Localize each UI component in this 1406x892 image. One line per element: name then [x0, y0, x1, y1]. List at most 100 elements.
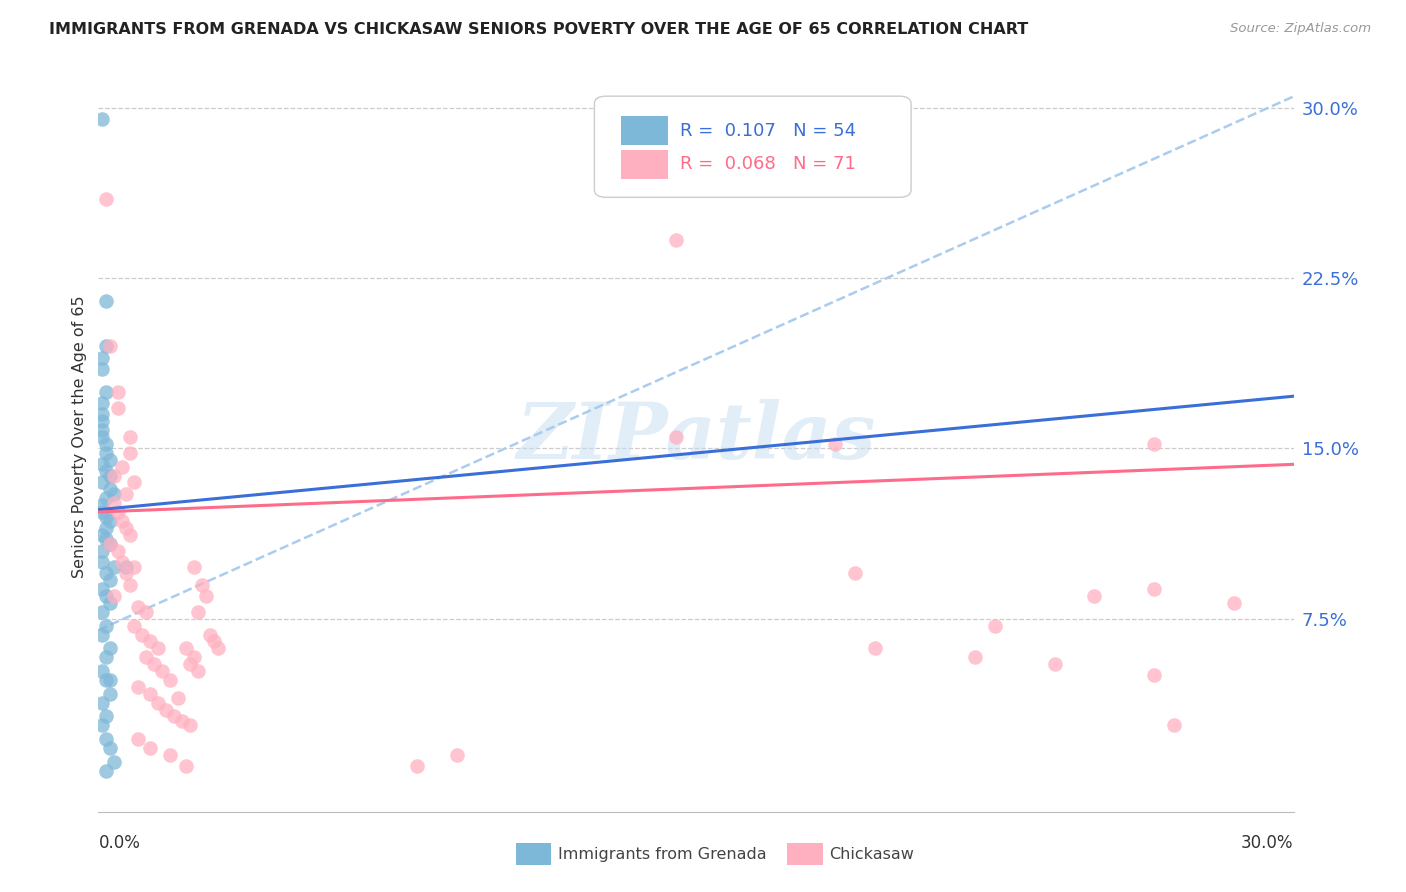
Point	[107, 543, 129, 558]
Point	[91, 423, 114, 437]
Point	[179, 718, 201, 732]
Point	[155, 702, 177, 716]
Point	[111, 555, 134, 569]
Point	[107, 384, 129, 399]
Point	[127, 600, 149, 615]
Point	[1143, 582, 1166, 597]
Point	[103, 468, 125, 483]
Text: R =  0.068   N = 71: R = 0.068 N = 71	[681, 155, 856, 173]
Point	[1143, 668, 1166, 682]
Point	[91, 498, 114, 512]
Point	[191, 577, 214, 591]
Point	[91, 718, 114, 732]
Point	[120, 527, 142, 541]
Point	[824, 437, 846, 451]
Point	[107, 505, 129, 519]
Text: IMMIGRANTS FROM GRENADA VS CHICKASAW SENIORS POVERTY OVER THE AGE OF 65 CORRELAT: IMMIGRANTS FROM GRENADA VS CHICKASAW SEN…	[49, 22, 1028, 37]
Point	[98, 641, 122, 656]
Point	[135, 650, 157, 665]
Point	[665, 233, 688, 247]
Point	[91, 527, 114, 541]
Point	[963, 650, 986, 665]
Point	[91, 408, 114, 422]
Point	[183, 650, 205, 665]
Point	[91, 362, 114, 376]
Point	[96, 509, 118, 524]
Point	[103, 755, 125, 769]
Point	[96, 491, 118, 506]
Point	[96, 192, 118, 206]
Point	[120, 430, 142, 444]
Point	[96, 521, 118, 535]
Point	[98, 596, 122, 610]
Text: Chickasaw: Chickasaw	[830, 847, 914, 862]
Point	[96, 673, 118, 687]
Bar	[620, 150, 668, 178]
Y-axis label: Seniors Poverty Over the Age of 65: Seniors Poverty Over the Age of 65	[72, 296, 87, 578]
Point	[143, 657, 166, 672]
Point	[98, 687, 122, 701]
Point	[96, 533, 118, 547]
Point	[91, 414, 114, 428]
Point	[91, 458, 114, 472]
Point	[172, 714, 194, 728]
Point	[96, 732, 118, 747]
Point	[198, 627, 221, 641]
Text: 0.0%: 0.0%	[98, 834, 141, 853]
Point	[115, 559, 138, 574]
Point	[96, 464, 118, 478]
Point	[124, 618, 146, 632]
Point	[1043, 657, 1066, 672]
Point	[179, 657, 201, 672]
Point	[96, 384, 118, 399]
Point	[139, 741, 162, 756]
Point	[91, 396, 114, 410]
Point	[91, 555, 114, 569]
Point	[91, 505, 114, 519]
Point	[98, 483, 122, 497]
Point	[124, 559, 146, 574]
Point	[148, 696, 170, 710]
Point	[844, 566, 866, 581]
Point	[135, 605, 157, 619]
Point	[163, 709, 186, 723]
Point	[159, 747, 181, 762]
Point	[91, 696, 114, 710]
Point	[120, 446, 142, 460]
Point	[91, 430, 114, 444]
Point	[127, 680, 149, 694]
Point	[96, 293, 118, 308]
Point	[96, 764, 118, 778]
Point	[115, 487, 138, 501]
Point	[665, 430, 688, 444]
Point	[98, 537, 122, 551]
Point	[120, 577, 142, 591]
Point	[865, 641, 887, 656]
Point	[174, 759, 197, 773]
Point	[98, 573, 122, 587]
Point	[207, 641, 229, 656]
Point	[91, 475, 114, 490]
Point	[96, 446, 118, 460]
Point	[187, 605, 209, 619]
Point	[115, 521, 138, 535]
Point	[91, 543, 114, 558]
Point	[96, 589, 118, 603]
Point	[96, 437, 118, 451]
Text: R =  0.107   N = 54: R = 0.107 N = 54	[681, 121, 856, 140]
Point	[91, 664, 114, 678]
Point	[139, 634, 162, 648]
Point	[107, 401, 129, 415]
Point	[148, 641, 170, 656]
Text: Immigrants from Grenada: Immigrants from Grenada	[558, 847, 766, 862]
Point	[103, 487, 125, 501]
Bar	[620, 116, 668, 145]
Text: 30.0%: 30.0%	[1241, 834, 1294, 853]
Point	[111, 514, 134, 528]
Point	[150, 664, 173, 678]
Point	[167, 691, 190, 706]
Point	[96, 339, 118, 353]
FancyBboxPatch shape	[595, 96, 911, 197]
Point	[1223, 596, 1246, 610]
Text: Source: ZipAtlas.com: Source: ZipAtlas.com	[1230, 22, 1371, 36]
